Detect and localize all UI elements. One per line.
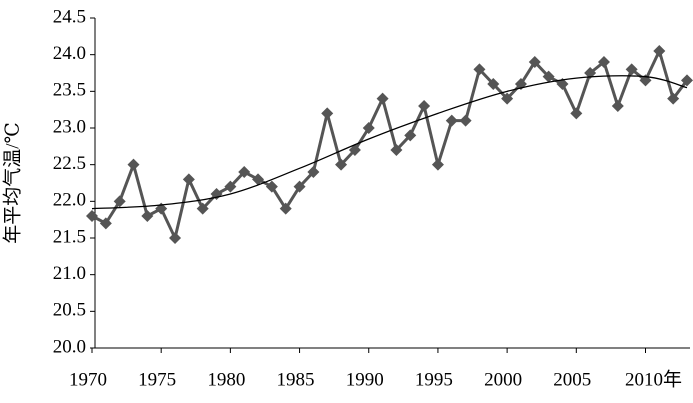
- data-line: [91, 46, 689, 243]
- x-tick-label: 2010年: [625, 368, 682, 390]
- point: [611, 100, 624, 112]
- y-tick-label: 24.0: [53, 43, 86, 64]
- x-tick-label: 1995: [415, 369, 453, 390]
- point: [141, 210, 154, 222]
- point: [390, 144, 403, 156]
- point: [570, 107, 583, 120]
- point: [404, 129, 417, 142]
- point: [169, 232, 182, 244]
- y-tick-label: 21.0: [53, 263, 86, 284]
- y-tick-label: 24.5: [53, 6, 86, 27]
- point: [307, 166, 320, 178]
- point: [597, 56, 610, 68]
- point: [501, 92, 514, 105]
- point: [196, 202, 209, 215]
- point: [335, 158, 348, 171]
- point: [528, 56, 541, 68]
- point: [667, 92, 680, 105]
- point: [653, 45, 666, 57]
- x-tick-label: 1975: [138, 369, 176, 390]
- point: [445, 114, 458, 127]
- point: [182, 173, 195, 186]
- x-tick-label: 2000: [484, 369, 522, 390]
- x-tick-label: 2005: [553, 369, 591, 390]
- x-tick-label: 1985: [277, 369, 315, 390]
- trend-line: [91, 75, 688, 210]
- point: [362, 122, 375, 134]
- point: [431, 158, 444, 171]
- point: [86, 210, 98, 222]
- point: [224, 180, 237, 193]
- point: [542, 70, 555, 83]
- y-tick-label: 23.5: [53, 80, 86, 101]
- y-tick-label: 20.0: [53, 336, 86, 357]
- point: [99, 217, 112, 230]
- point: [418, 100, 431, 112]
- x-tick-label: 1970: [69, 369, 107, 390]
- point: [238, 166, 251, 178]
- point: [293, 180, 306, 193]
- point: [625, 63, 638, 76]
- point: [279, 202, 292, 215]
- point: [265, 180, 278, 193]
- y-tick-label: 22.0: [53, 190, 86, 211]
- point: [376, 92, 389, 105]
- point: [681, 74, 693, 87]
- y-tick-label: 20.5: [53, 300, 86, 321]
- y-tick-label: 21.5: [53, 226, 86, 247]
- point: [252, 173, 265, 186]
- point: [127, 158, 140, 171]
- y-tick-label: 23.0: [53, 116, 86, 137]
- y-tick-label: 22.5: [53, 153, 86, 174]
- x-tick-label: 1980: [207, 369, 245, 390]
- point: [473, 63, 486, 76]
- point: [321, 107, 334, 120]
- point: [487, 78, 500, 90]
- x-tick-label: 1990: [346, 369, 384, 390]
- point: [113, 195, 126, 208]
- point: [348, 144, 361, 156]
- point: [459, 114, 472, 127]
- y-axis-title: 年平均气温/℃: [1, 122, 23, 244]
